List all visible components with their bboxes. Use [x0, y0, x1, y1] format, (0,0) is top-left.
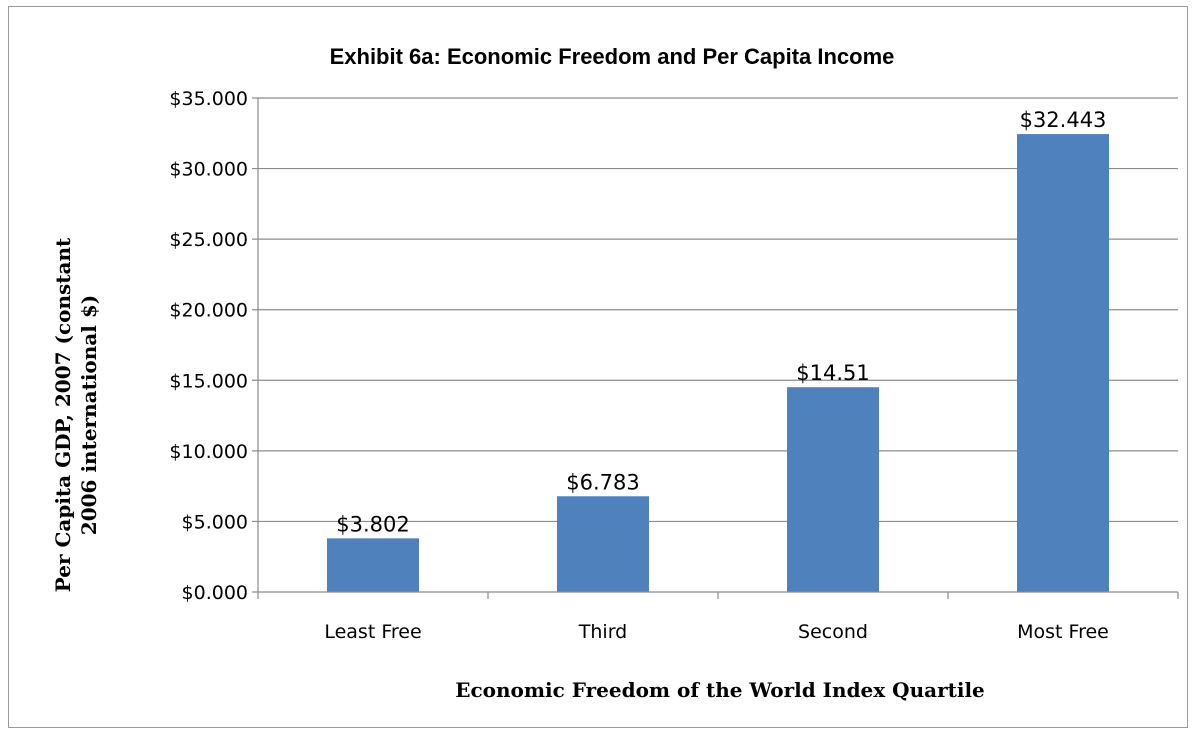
y-axis-ticks: $0.000 $5.000 $10.000 $15.000 $20.000 $25.000…: [169, 88, 258, 604]
x-category-label: Most Free: [1017, 621, 1109, 643]
chart-frame: [8, 6, 1188, 728]
y-axis-title-line-2: 2006 international $): [77, 295, 101, 535]
x-axis: [257, 98, 1179, 599]
bar: [787, 387, 879, 592]
y-tick-label: $20.000: [169, 300, 248, 322]
bar: [1017, 134, 1109, 593]
x-axis-categories: Least Free Third Second Most Free: [324, 621, 1109, 643]
y-tick-label: $10.000: [169, 441, 248, 463]
y-axis-title: Per Capita GDP, 2007 (constant 2006 inte…: [51, 237, 101, 592]
data-label: $14.51: [796, 361, 869, 385]
y-axis-title-line-1: Per Capita GDP, 2007 (constant: [51, 237, 75, 592]
bar: [557, 496, 649, 592]
data-label: $6.783: [566, 470, 639, 494]
x-category-label: Second: [798, 621, 868, 643]
y-tick-label: $25.000: [169, 229, 248, 251]
x-category-label: Least Free: [324, 621, 421, 643]
chart-title: Exhibit 6a: Economic Freedom and Per Cap…: [330, 44, 895, 69]
bars: [327, 134, 1109, 593]
x-category-label: Third: [578, 621, 627, 643]
y-tick-label: $15.000: [169, 370, 248, 392]
data-labels: $3.802 $6.783 $14.51 $32.443: [336, 108, 1106, 536]
y-tick-label: $0.000: [182, 582, 248, 604]
y-tick-label: $5.000: [182, 511, 248, 533]
y-tick-label: $35.000: [169, 88, 248, 110]
bar: [327, 538, 419, 592]
data-label: $32.443: [1020, 108, 1107, 132]
data-label: $3.802: [336, 512, 409, 536]
y-tick-label: $30.000: [169, 159, 248, 181]
x-axis-title: Economic Freedom of the World Index Quar…: [455, 678, 985, 702]
